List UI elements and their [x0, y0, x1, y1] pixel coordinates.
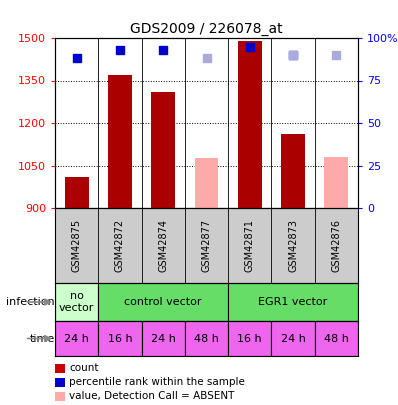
Bar — [65, 177, 88, 208]
Text: 48 h: 48 h — [324, 333, 349, 343]
Text: no
vector: no vector — [59, 291, 94, 313]
Bar — [315, 321, 358, 356]
Text: GSM42873: GSM42873 — [288, 219, 298, 272]
Bar — [185, 321, 228, 356]
Bar — [98, 321, 142, 356]
Text: count: count — [69, 363, 98, 373]
Text: GSM42876: GSM42876 — [332, 219, 341, 272]
Bar — [324, 157, 348, 208]
Text: 16 h: 16 h — [238, 333, 262, 343]
Bar — [108, 75, 132, 208]
Bar — [55, 321, 98, 356]
Bar — [281, 134, 305, 208]
Text: 48 h: 48 h — [194, 333, 219, 343]
Text: percentile rank within the sample: percentile rank within the sample — [69, 377, 245, 387]
Bar — [228, 321, 271, 356]
Text: time: time — [30, 333, 55, 343]
Text: control vector: control vector — [125, 297, 202, 307]
Text: 24 h: 24 h — [151, 333, 176, 343]
Text: value, Detection Call = ABSENT: value, Detection Call = ABSENT — [69, 391, 234, 401]
Title: GDS2009 / 226078_at: GDS2009 / 226078_at — [130, 21, 283, 36]
Bar — [142, 321, 185, 356]
Bar — [238, 41, 262, 208]
Text: 24 h: 24 h — [281, 333, 306, 343]
Text: 24 h: 24 h — [64, 333, 89, 343]
Bar — [151, 92, 175, 208]
Text: GSM42872: GSM42872 — [115, 219, 125, 272]
Text: EGR1 vector: EGR1 vector — [258, 297, 328, 307]
Bar — [271, 321, 315, 356]
Bar — [195, 158, 219, 208]
Bar — [228, 283, 358, 321]
Text: infection: infection — [6, 297, 55, 307]
Bar — [98, 283, 228, 321]
Text: GSM42877: GSM42877 — [201, 219, 211, 272]
Bar — [55, 283, 98, 321]
Text: 16 h: 16 h — [107, 333, 132, 343]
Text: GSM42874: GSM42874 — [158, 219, 168, 272]
Text: GSM42871: GSM42871 — [245, 219, 255, 272]
Text: GSM42875: GSM42875 — [72, 219, 82, 272]
